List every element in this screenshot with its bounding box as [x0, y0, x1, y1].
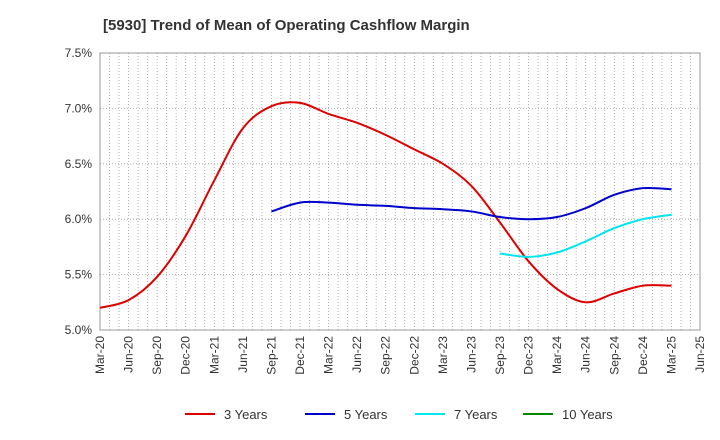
x-tick-label: Jun-21	[236, 336, 250, 373]
y-tick-label: 7.5%	[65, 46, 93, 60]
x-tick-label: Sep-21	[264, 336, 278, 375]
legend-label-5-years: 5 Years	[344, 407, 388, 422]
x-tick-label: Sep-20	[150, 336, 164, 375]
y-tick-label: 7.0%	[65, 101, 93, 115]
y-axis: 5.0% 5.5% 6.0% 6.5% 7.0% 7.5%	[65, 46, 93, 337]
x-tick-label: Jun-25	[693, 336, 707, 373]
y-tick-label: 5.0%	[65, 323, 93, 337]
x-tick-label: Jun-20	[122, 336, 136, 373]
y-tick-label: 6.0%	[65, 212, 93, 226]
legend-label-10-years: 10 Years	[562, 407, 613, 422]
series-line-3-years	[99, 101, 672, 309]
y-tick-label: 5.5%	[65, 268, 93, 282]
y-tick-label: 6.5%	[65, 157, 93, 171]
x-tick-label: Mar-20	[93, 336, 107, 374]
x-tick-label: Jun-23	[464, 336, 478, 373]
x-tick-label: Sep-23	[493, 336, 507, 375]
legend: 3 Years 5 Years 7 Years 10 Years	[185, 407, 613, 422]
x-tick-label: Dec-23	[522, 336, 536, 375]
series-line-5-years	[271, 186, 672, 221]
legend-label-7-years: 7 Years	[454, 407, 498, 422]
x-tick-label: Mar-23	[436, 336, 450, 374]
x-tick-label: Jun-24	[579, 336, 593, 373]
x-tick-label: Mar-24	[550, 336, 564, 374]
legend-label-3-years: 3 Years	[224, 407, 268, 422]
series-line-7-years	[499, 213, 672, 258]
grid	[100, 53, 700, 330]
x-tick-label: Dec-20	[179, 336, 193, 375]
x-tick-label: Dec-21	[293, 336, 307, 375]
x-tick-label: Dec-22	[407, 336, 421, 375]
plot-area	[99, 52, 701, 331]
x-tick-label: Sep-22	[379, 336, 393, 375]
x-axis: Mar-20 Jun-20 Sep-20 Dec-20 Mar-21 Jun-21 Sep-…	[93, 336, 707, 375]
series-lines	[99, 101, 672, 309]
x-tick-label: Mar-21	[207, 336, 221, 374]
chart-title: [5930] Trend of Mean of Operating Cashfl…	[103, 17, 470, 34]
x-tick-label: Mar-22	[322, 336, 336, 374]
x-tick-label: Dec-24	[636, 336, 650, 375]
x-tick-label: Sep-24	[607, 336, 621, 375]
x-tick-label: Mar-25	[664, 336, 678, 374]
x-tick-label: Jun-22	[350, 336, 364, 373]
